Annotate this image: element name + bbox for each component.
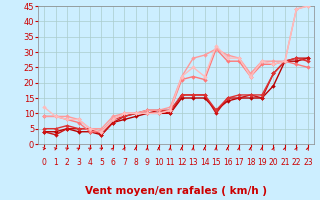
- X-axis label: Vent moyen/en rafales ( km/h ): Vent moyen/en rafales ( km/h ): [85, 186, 267, 196]
